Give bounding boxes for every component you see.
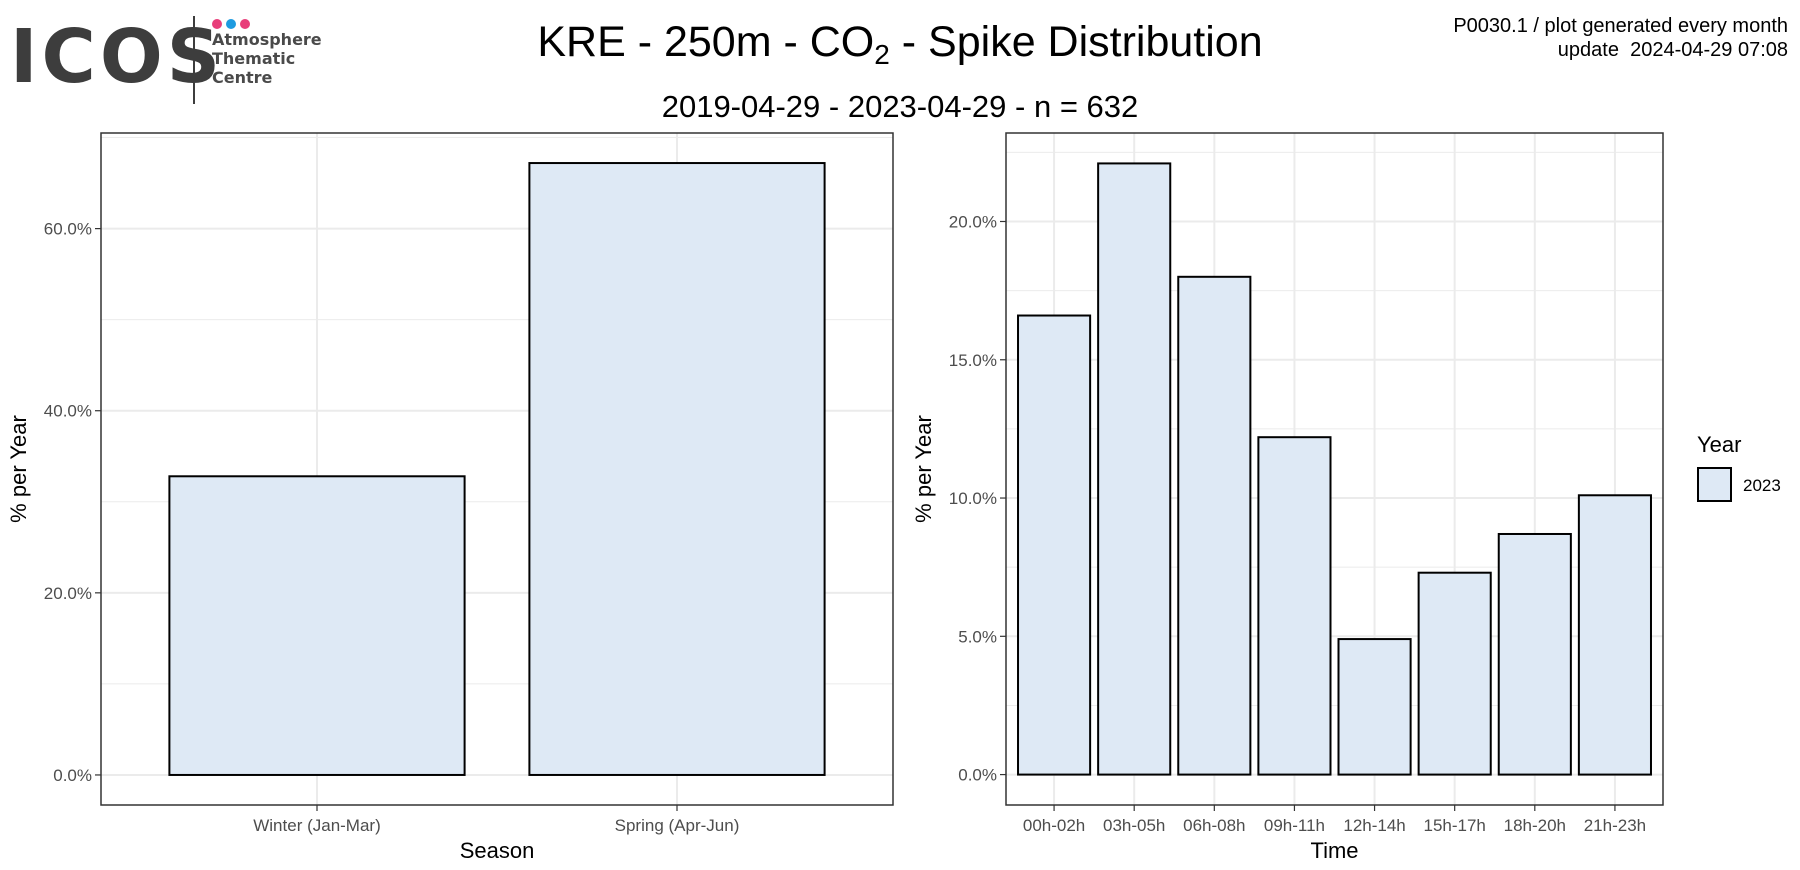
logo-tagline: Atmosphere Thematic Centre bbox=[212, 30, 322, 87]
p2-x-tick-label: 12h-14h bbox=[1343, 816, 1405, 835]
p2-panel-border bbox=[1005, 132, 1664, 806]
p2-x-tick-label: 09h-11h bbox=[1264, 816, 1325, 835]
legend-label: 2023 bbox=[1743, 476, 1781, 495]
title-suffix: - Spike Distribution bbox=[889, 18, 1263, 66]
title-subscript: 2 bbox=[874, 39, 890, 70]
p1-y-tick-label: 20.0% bbox=[44, 584, 92, 603]
logo-dot-3 bbox=[240, 19, 250, 29]
chart-subtitle: 2019-04-29 - 2023-04-29 - n = 632 bbox=[661, 89, 1139, 124]
p1-y-tick-label: 60.0% bbox=[44, 220, 92, 239]
p1-bar bbox=[528, 162, 826, 776]
icos-logo: ICOS Atmosphere Thematic Centre bbox=[10, 12, 330, 112]
p2-y-tick-label: 20.0% bbox=[949, 212, 997, 231]
p2-bar bbox=[1017, 314, 1092, 776]
p1-y-axis-title: % per Year bbox=[6, 415, 31, 523]
p2-x-tick-label: 06h-08h bbox=[1183, 816, 1245, 835]
chart-title: KRE - 250m - CO2 - Spike Distribution bbox=[0, 18, 1800, 71]
plot-header: ICOS Atmosphere Thematic Centre KRE - 25… bbox=[0, 0, 1800, 130]
meta-update-info: update 2024-04-29 07:08 bbox=[1557, 39, 1788, 61]
logo-dot-2 bbox=[226, 19, 236, 29]
p2-y-tick-label: 5.0% bbox=[958, 627, 997, 646]
logo-dot-1 bbox=[212, 19, 222, 29]
p1-y-tick-label: 0.0% bbox=[53, 766, 92, 785]
p2-y-tick-label: 0.0% bbox=[958, 766, 997, 785]
p2-bar bbox=[1177, 275, 1252, 776]
p1-x-tick-label: Winter (Jan-Mar) bbox=[253, 816, 381, 835]
p2-bar bbox=[1577, 494, 1652, 776]
meta-generation-info: P0030.1 / plot generated every month bbox=[1453, 15, 1788, 37]
p2-y-tick-label: 15.0% bbox=[949, 351, 997, 370]
logo-dots bbox=[212, 16, 254, 29]
p2-x-tick-label: 18h-20h bbox=[1504, 816, 1566, 835]
plot-meta: P0030.1 / plot generated every month upd… bbox=[1453, 14, 1788, 62]
p2-bar bbox=[1097, 162, 1172, 776]
p2-y-axis-title: % per Year bbox=[911, 415, 936, 523]
p2-x-tick-label: 15h-17h bbox=[1423, 816, 1485, 835]
p2-x-tick-label: 03h-05h bbox=[1103, 816, 1165, 835]
logo-wordmark: ICOS bbox=[10, 14, 225, 100]
p1-y-tick-label: 40.0% bbox=[44, 402, 92, 421]
legend-swatch bbox=[1697, 467, 1732, 502]
p2-x-axis-title: Time bbox=[1310, 838, 1358, 863]
legend-title: Year bbox=[1697, 432, 1741, 457]
p1-x-axis-title: Season bbox=[460, 838, 535, 863]
p2-x-tick-label: 21h-23h bbox=[1584, 816, 1646, 835]
p2-x-tick-label: 00h-02h bbox=[1023, 816, 1085, 835]
p1-bar bbox=[168, 475, 466, 776]
logo-divider bbox=[193, 16, 195, 104]
p2-bar bbox=[1257, 436, 1332, 776]
p1-panel-border bbox=[100, 132, 894, 806]
title-prefix: KRE - 250m - CO bbox=[537, 18, 875, 66]
p2-bar bbox=[1497, 532, 1572, 776]
p2-bar bbox=[1337, 638, 1412, 776]
p1-x-tick-label: Spring (Apr-Jun) bbox=[615, 816, 740, 835]
p2-y-tick-label: 10.0% bbox=[949, 489, 997, 508]
p2-bar bbox=[1417, 571, 1492, 776]
